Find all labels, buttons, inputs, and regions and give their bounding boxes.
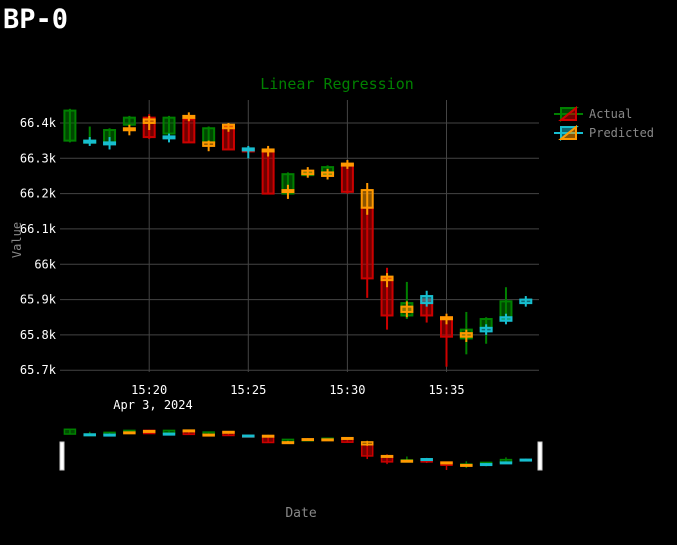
slider-candle [242,434,255,438]
grid [60,100,539,372]
y-tick-label: 66.4k [20,116,57,130]
legend-item-predicted[interactable]: Predicted [554,124,654,142]
y-tick-label: 65.7k [20,363,57,377]
predicted-candle[interactable] [340,160,354,169]
y-tick-label: 66.1k [20,222,57,236]
chart-title: Linear Regression [260,75,414,93]
x-axis-label: Date [285,506,316,521]
legend-label: Predicted [589,126,654,140]
slider-candle [222,430,235,434]
slider-candle [83,433,96,437]
predicted-candle[interactable] [221,122,235,132]
y-tick-label: 66k [34,257,56,271]
slider-candle [63,428,77,435]
predicted-candle[interactable] [83,137,97,146]
legend-item-actual[interactable]: Actual [554,105,632,123]
page-title: BP-0 [3,4,69,35]
slider-candle [202,433,215,437]
predicted-candle[interactable] [400,301,414,318]
y-tick-labels: 65.7k 65.8k 65.9k 66k 66.1k 66.2k 66.3k 66.4k [20,116,57,377]
slider-candle [440,461,453,465]
predicted-candle[interactable] [122,124,136,136]
slider-candle [380,454,394,458]
slider-candle [420,457,433,462]
slider-candle [142,429,156,433]
slider-candle [281,441,295,445]
actual-candle[interactable] [162,115,176,136]
x-tick-label: 15:20 [131,383,167,397]
predicted-candle[interactable] [479,324,493,335]
predicted-candle[interactable] [380,273,394,288]
slider-candle [162,432,176,436]
date-label: Apr 3, 2024 [113,398,192,412]
x-tick-label: 15:30 [329,383,365,397]
slider-candle [123,431,136,435]
actual-candle[interactable] [63,108,77,143]
slider-candle [479,463,493,467]
y-tick-label: 66.3k [20,151,57,165]
actual-candle[interactable] [182,117,196,144]
predicted-candle[interactable] [241,145,255,159]
predicted-candle[interactable] [519,296,533,307]
slider-candle [301,438,315,442]
plot-area[interactable] [63,108,533,367]
predicted-candle[interactable] [360,183,374,215]
range-slider-left-handle[interactable] [59,441,65,471]
predicted-candle[interactable] [103,137,117,150]
y-tick-label: 65.8k [20,328,57,342]
predicted-candle[interactable] [420,290,434,307]
legend: Actual Predicted [554,105,654,142]
x-tick-labels: 15:20 15:25 15:30 15:35 [131,383,464,397]
slider-candle [103,433,116,437]
slider-candle [460,463,473,467]
slider-candle [400,459,414,463]
legend-label: Actual [589,107,632,121]
slider-candle [321,438,334,442]
predicted-candle[interactable] [261,145,275,157]
predicted-candle[interactable] [301,167,315,178]
slider-candle [360,440,374,446]
slider-candle [499,461,513,465]
predicted-candle[interactable] [142,115,156,131]
slider-candle [182,429,196,433]
slider-candle [341,436,354,440]
actual-candle[interactable] [360,205,374,298]
predicted-candle[interactable] [202,140,216,152]
predicted-candle[interactable] [162,133,176,143]
predicted-candle[interactable] [440,313,454,325]
predicted-candle[interactable] [321,168,335,180]
x-tick-label: 15:25 [230,383,266,397]
predicted-candle[interactable] [182,112,196,122]
x-tick-label: 15:35 [428,383,464,397]
y-axis-label: Value [10,222,24,258]
slider-candle [360,443,374,460]
predicted-candle[interactable] [499,313,513,325]
range-slider-right-handle[interactable] [537,441,543,471]
range-slider[interactable] [59,428,543,471]
slider-candle [261,434,275,438]
predicted-candle[interactable] [459,329,473,342]
y-tick-label: 66.2k [20,187,57,201]
predicted-candle[interactable] [281,184,295,199]
y-tick-label: 65.9k [20,293,57,307]
slider-candle [519,458,533,462]
